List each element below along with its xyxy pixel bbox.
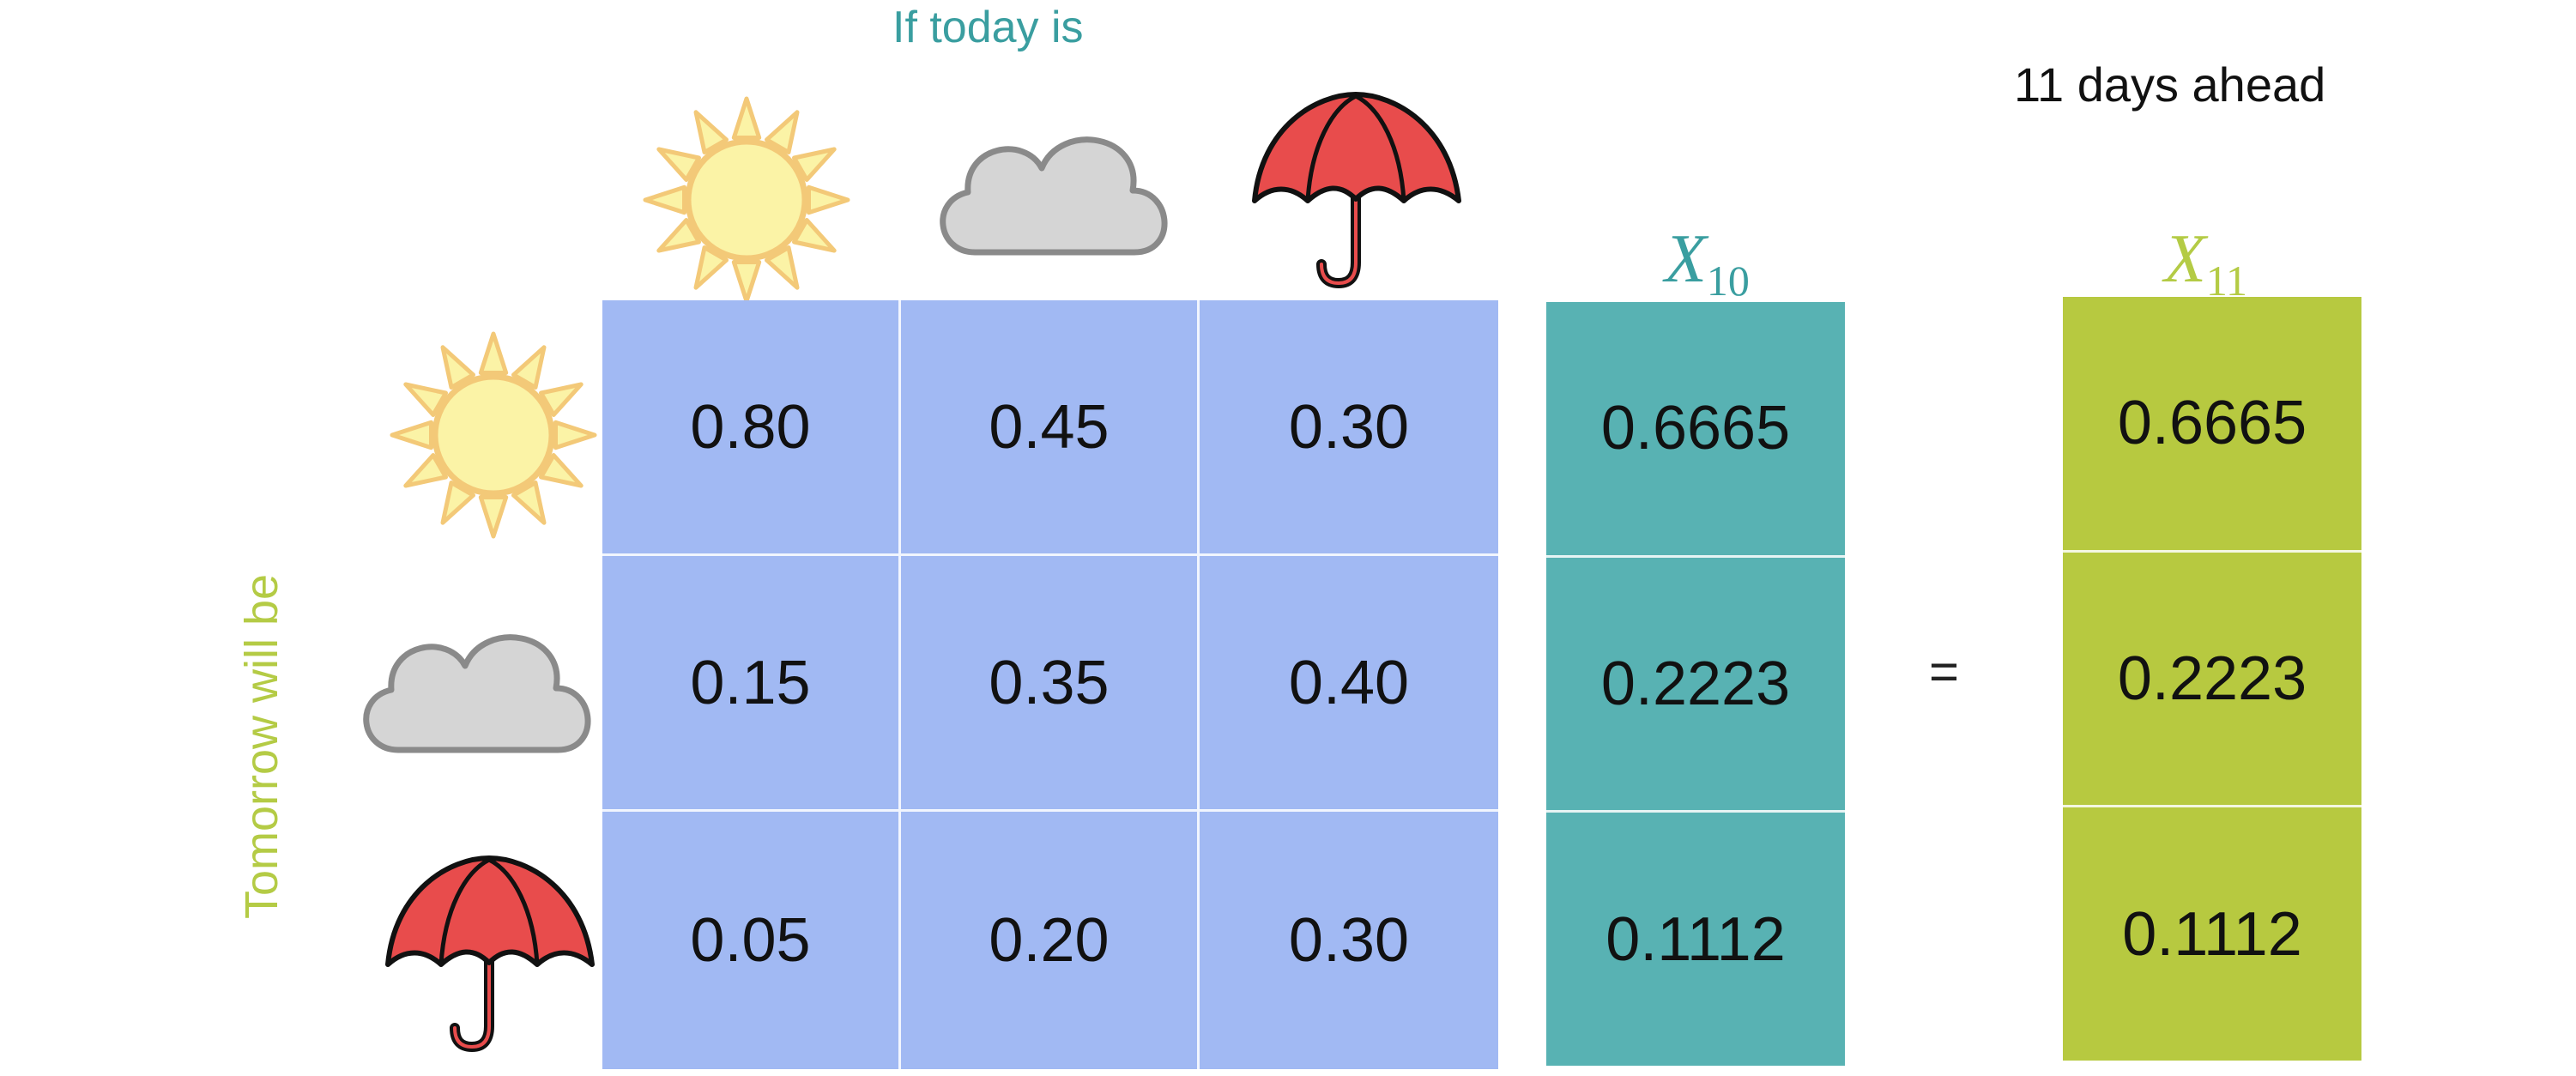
x10-label: X10 bbox=[1665, 225, 1750, 302]
matrix-cell: 0.05 bbox=[602, 812, 901, 1069]
tomorrow-will-be-label: Tomorrow will be bbox=[236, 573, 287, 920]
if-today-is-label: If today is bbox=[892, 3, 1084, 52]
sun-icon bbox=[639, 93, 854, 307]
matrix-cell: 0.30 bbox=[1288, 906, 1410, 975]
matrix-cell: 0.15 bbox=[602, 556, 901, 812]
umbrella-icon bbox=[1246, 84, 1469, 290]
sun-icon bbox=[386, 328, 601, 542]
x11-cell: 0.1112 bbox=[2122, 899, 2302, 969]
matrix-cell: 0.30 bbox=[1200, 300, 1498, 556]
matrix-cell: 0.20 bbox=[901, 812, 1200, 1069]
x10-subscript: 10 bbox=[1706, 257, 1750, 305]
cloud-icon bbox=[925, 108, 1182, 271]
x11-cell: 0.2223 bbox=[2063, 553, 2361, 808]
x11-label: X11 bbox=[2164, 225, 2247, 302]
matrix-cell: 0.80 bbox=[602, 300, 901, 556]
matrix-cell: 0.35 bbox=[901, 556, 1200, 812]
transition-matrix: 0.80 0.45 0.30 0.15 0.35 0.40 0.05 0.20 … bbox=[602, 300, 1498, 1069]
days-ahead-label: 11 days ahead bbox=[2014, 57, 2326, 112]
equals-sign: = bbox=[1929, 643, 1960, 700]
x11-subscript: 11 bbox=[2205, 257, 2248, 305]
x10-symbol: X bbox=[1665, 221, 1707, 297]
x10-cell: 0.6665 bbox=[1546, 302, 1845, 558]
matrix-cell: 0.45 bbox=[901, 300, 1200, 556]
umbrella-icon bbox=[379, 848, 602, 1054]
x10-vector: 0.6665 0.2223 0.1112 bbox=[1546, 302, 1845, 1066]
x10-cell: 0.2223 bbox=[1546, 558, 1845, 813]
x11-vector: 0.6665 0.2223 0.1112 bbox=[2063, 297, 2361, 1061]
x10-cell: 0.1112 bbox=[1605, 904, 1786, 974]
x11-cell: 0.6665 bbox=[2063, 297, 2361, 553]
cloud-icon bbox=[348, 606, 606, 769]
matrix-cell: 0.40 bbox=[1200, 556, 1498, 812]
x11-symbol: X bbox=[2164, 221, 2206, 297]
